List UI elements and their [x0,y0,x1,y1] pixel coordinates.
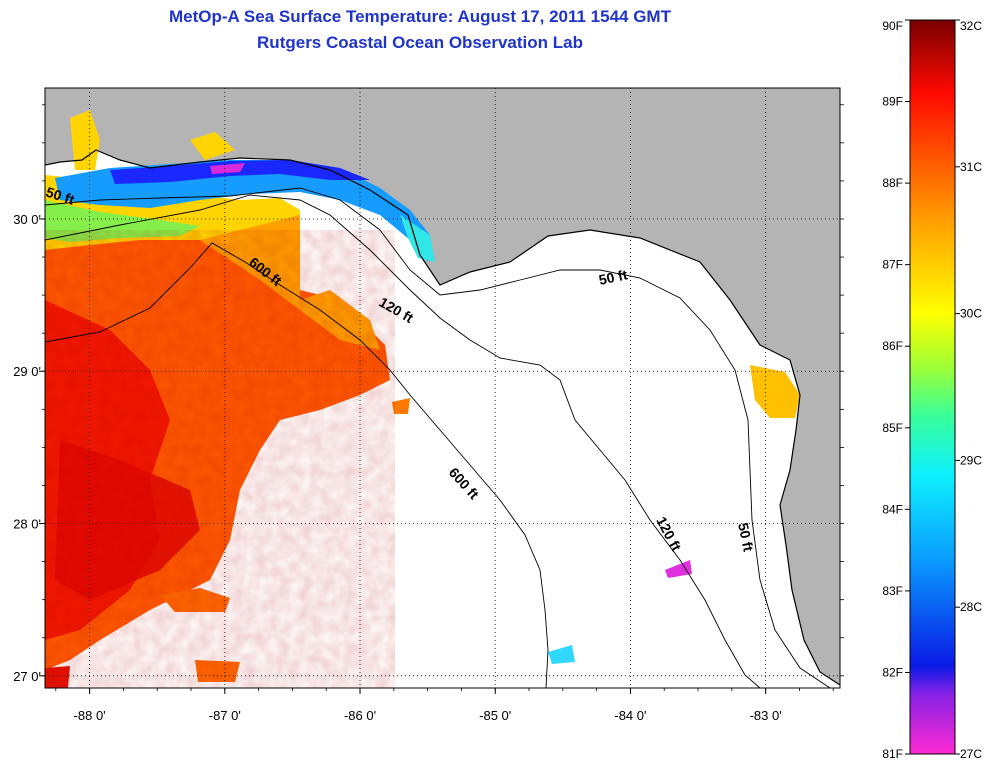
grid-lines [45,88,840,688]
axis-ticks: -88 0' -87 0' -86 0' -85 0' -84 0' -83 0' 27 0… [13,104,844,723]
lon-tick-label-2: -86 0' [344,708,376,723]
colorbar-labels: 90F 89F 88F 87F 86F 85F 84F 83F 82F 81F 32C 31C 30C 2… [882,19,982,761]
lon-tick-label-0: -88 0' [74,708,106,723]
colorbar-label-f-1: 89F [882,95,903,109]
isobath-50ft [45,187,831,688]
colorbar-label-f-7: 83F [882,584,903,598]
colorbar-label-c-3: 29C [960,453,982,467]
sst-small-orange-c [392,398,410,414]
contour-label-s600: 600 ft [446,464,483,502]
colorbar-label-f-3: 87F [882,258,903,272]
colorbar-label-f-6: 84F [882,502,903,516]
colorbar-label-f-4: 86F [882,339,903,353]
contour-label-s120: 120 ft [653,514,684,554]
lon-tick-label-5: -83 0' [750,708,782,723]
lon-tick-label-4: -84 0' [614,708,646,723]
isobath-120ft [45,194,761,688]
coastline [45,149,840,686]
lon-tick-label-3: -85 0' [479,708,511,723]
sst-yellow-bay-2 [190,132,235,160]
sst-blue-nearshore [55,160,430,262]
map-frame [44,87,841,689]
colorbar-label-f-0: 90F [882,19,903,33]
isobath-lines [45,149,840,688]
lat-tick-label-1: 28 0' [13,517,41,532]
colorbar-label-c-2: 30C [960,307,982,321]
colorbar-gradient [909,19,956,755]
sst-data-layer [45,110,800,688]
sst-cyan-fringe [400,215,435,262]
colorbar-label-f-9: 81F [882,747,903,761]
contour-label-s50: 50 ft [735,521,757,553]
sst-cyan-south [548,645,575,664]
sst-east-coast-patch [750,365,800,418]
sst-magenta-south [665,560,692,578]
colorbar-label-c-1: 31C [960,160,982,174]
colorbar-label-c-4: 28C [960,600,982,614]
map-plot-area: 50 ft 600 ft 120 ft 50 ft 600 ft 120 ft … [45,88,840,688]
map-title: MetOp-A Sea Surface Temperature: August … [169,7,671,26]
colorbar-label-f-8: 82F [882,665,903,679]
map-subtitle: Rutgers Coastal Ocean Observation Lab [257,33,583,52]
lat-tick-label-0: 27 0' [13,669,41,684]
isobath-600ft [45,242,549,688]
colorbar-label-f-5: 85F [882,421,903,435]
colorbar-label-c-5: 27C [960,747,982,761]
lat-tick-label-3: 30 0' [13,212,41,227]
colorbar-label-c-0: 32C [960,19,982,33]
map-title-block: MetOp-A Sea Surface Temperature: August … [0,4,840,56]
sst-yellow-bay [70,110,100,170]
lat-tick-label-2: 29 0' [13,364,41,379]
land-area [45,88,840,685]
sst-magenta-patch [210,163,245,174]
colorbar: 90F 89F 88F 87F 86F 85F 84F 83F 82F 81F 32C 31C 30C 2… [882,19,982,761]
lon-tick-label-1: -87 0' [209,708,241,723]
contour-label-e50: 50 ft [597,266,629,288]
colorbar-label-f-2: 88F [882,176,903,190]
